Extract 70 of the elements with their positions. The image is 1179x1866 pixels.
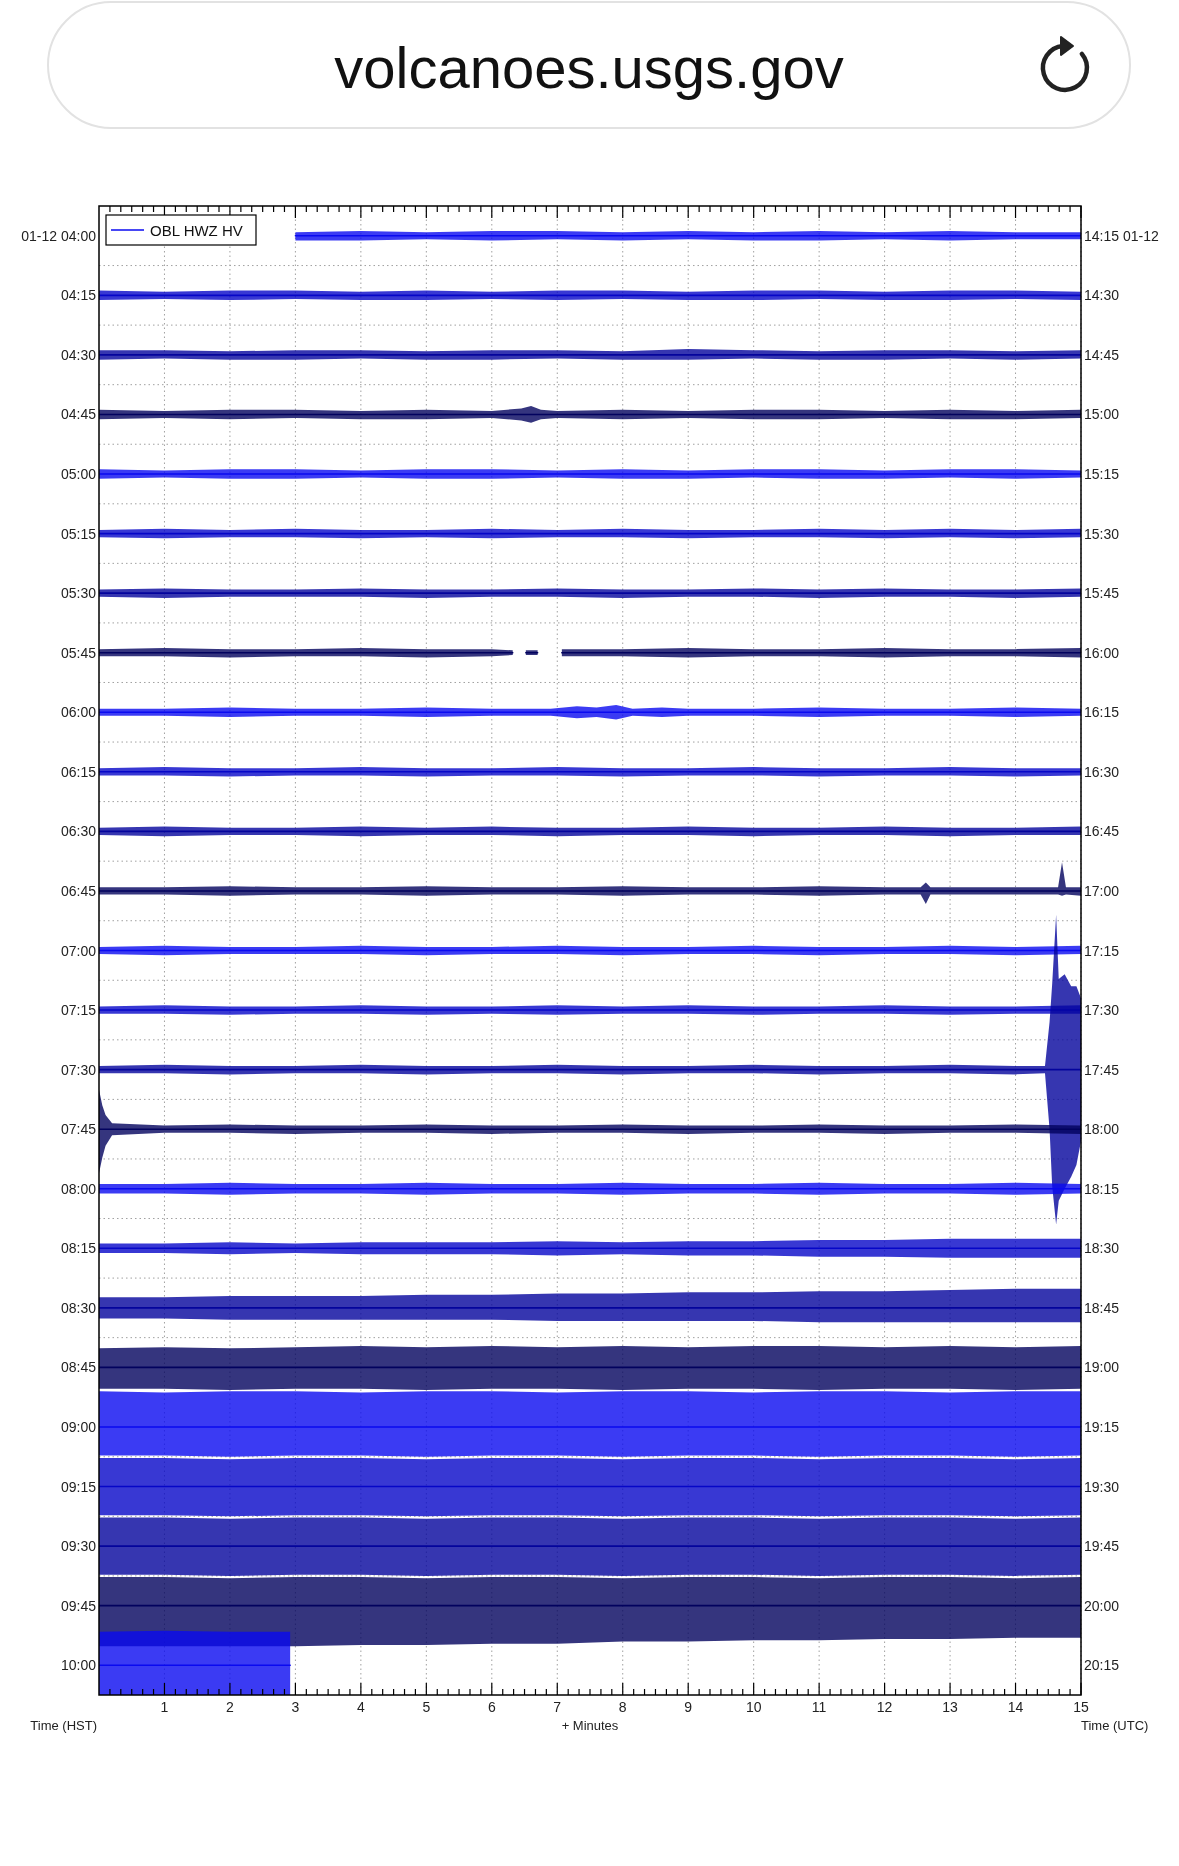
y-tick-label: 09:45 — [60, 1597, 97, 1614]
y2-tick-label: 16:15 — [1084, 704, 1120, 721]
y2-tick-label: 19:30 — [1084, 1478, 1120, 1495]
y-tick-label: 05:45 — [60, 644, 97, 661]
y2-tick-label: 18:00 — [1084, 1121, 1120, 1138]
y2-tick-label: 20:15 — [1084, 1657, 1120, 1674]
y-tick-label: 04:30 — [60, 346, 97, 363]
y2-tick-label: 18:15 — [1084, 1180, 1120, 1197]
y-axis-title: Time (HST) — [30, 1718, 97, 1733]
y-tick-label: 04:45 — [60, 406, 97, 423]
y2-tick-label: 18:30 — [1084, 1240, 1120, 1257]
y2-tick-label: 19:00 — [1084, 1359, 1120, 1376]
y2-tick-label: 15:00 — [1084, 406, 1120, 423]
y-tick-label: 07:00 — [60, 942, 97, 959]
y-tick-label: 10:00 — [60, 1657, 97, 1674]
y2-tick-label: 15:15 — [1084, 466, 1120, 483]
y-tick-label: 01-12 04:00 — [21, 227, 97, 244]
y-tick-label: 06:30 — [60, 823, 97, 840]
y2-tick-label: 15:45 — [1084, 585, 1120, 602]
y-tick-label: 09:00 — [60, 1418, 97, 1435]
y2-tick-label: 14:30 — [1084, 287, 1120, 304]
y-tick-label: 08:00 — [60, 1180, 97, 1197]
y2-axis-title: Time (UTC) — [1081, 1718, 1149, 1733]
x-tick-label: 8 — [618, 1699, 627, 1715]
x-tick-label: 3 — [291, 1699, 300, 1715]
x-tick-label: 13 — [942, 1699, 959, 1715]
y-tick-label: 04:15 — [60, 287, 97, 304]
x-tick-label: 4 — [356, 1699, 365, 1715]
y-tick-label: 07:45 — [60, 1121, 97, 1138]
x-tick-label: 10 — [745, 1699, 762, 1715]
y-tick-label: 09:15 — [60, 1478, 97, 1495]
y-tick-label: 06:45 — [60, 882, 97, 899]
y2-tick-label: 18:45 — [1084, 1299, 1120, 1316]
y2-tick-label: 16:45 — [1084, 823, 1120, 840]
y2-tick-label: 14:15 01-12 — [1084, 227, 1159, 244]
text: volcanoes.usgs.gov — [334, 35, 844, 100]
x-tick-label: 5 — [422, 1699, 431, 1715]
x-axis-title: + Minutes — [561, 1718, 619, 1733]
x-tick-label: 12 — [876, 1699, 893, 1715]
y2-tick-label: 14:45 — [1084, 346, 1120, 363]
y-tick-label: 08:45 — [60, 1359, 97, 1376]
y-tick-label: 06:00 — [60, 704, 97, 721]
x-tick-label: 6 — [487, 1699, 496, 1715]
x-tick-label: 2 — [226, 1699, 235, 1715]
y2-tick-label: 17:00 — [1084, 882, 1120, 899]
y2-tick-label: 17:30 — [1084, 1002, 1120, 1019]
y2-tick-label: 17:45 — [1084, 1061, 1120, 1078]
y2-tick-label: 15:30 — [1084, 525, 1120, 542]
y-tick-label: 05:30 — [60, 585, 97, 602]
y-tick-label: 07:30 — [60, 1061, 97, 1078]
legend-label: OBL HWZ HV — [150, 221, 243, 239]
y2-tick-label: 19:15 — [1084, 1418, 1120, 1435]
x-tick-label: 15 — [1073, 1699, 1089, 1715]
x-tick-label: 11 — [811, 1699, 827, 1715]
y2-tick-label: 20:00 — [1084, 1597, 1120, 1614]
x-tick-label: 1 — [160, 1699, 169, 1715]
y2-tick-label: 16:30 — [1084, 763, 1120, 780]
x-tick-label: 14 — [1007, 1699, 1024, 1715]
y-tick-label: 06:15 — [60, 763, 97, 780]
y-tick-label: 07:15 — [60, 1002, 97, 1019]
y-tick-label: 08:30 — [60, 1299, 97, 1316]
x-tick-label: 7 — [553, 1699, 562, 1715]
y2-tick-label: 19:45 — [1084, 1538, 1120, 1555]
y-tick-label: 08:15 — [60, 1240, 97, 1257]
y-tick-label: 05:15 — [60, 525, 97, 542]
y-tick-label: 05:00 — [60, 466, 97, 483]
y2-tick-label: 16:00 — [1084, 644, 1120, 661]
y-tick-label: 09:30 — [60, 1538, 97, 1555]
x-tick-label: 9 — [684, 1699, 693, 1715]
y2-tick-label: 17:15 — [1084, 942, 1120, 959]
